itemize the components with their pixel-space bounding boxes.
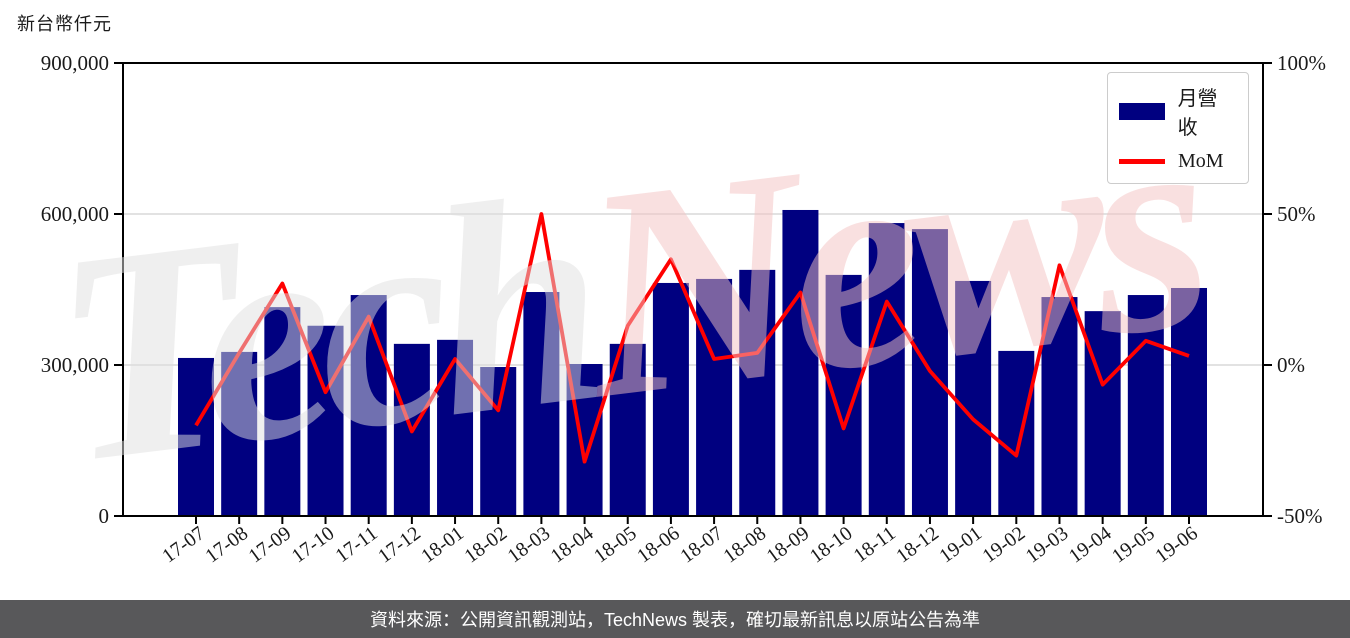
tick-label: 300,000 (41, 353, 109, 377)
x-label-19-02: 19-02 (979, 522, 1030, 567)
x-label-18-12: 18-12 (892, 522, 943, 567)
tick-label: -50% (1277, 504, 1323, 528)
x-label-18-10: 18-10 (806, 522, 857, 567)
revenue-bar-17-11 (350, 295, 387, 516)
revenue-bar-18-03 (523, 292, 560, 516)
x-label-19-03: 19-03 (1022, 522, 1073, 567)
revenue-bar-19-01 (955, 280, 992, 516)
legend-item-revenue: 月營收 (1119, 82, 1237, 140)
revenue-bar-18-08 (739, 269, 776, 516)
x-label-18-08: 18-08 (720, 522, 771, 567)
mom-line (194, 212, 1190, 464)
x-label-18-04: 18-04 (547, 522, 598, 567)
x-label-17-08: 17-08 (201, 522, 252, 567)
x-label-18-03: 18-03 (504, 522, 555, 567)
revenue-bar-17-09 (264, 307, 301, 516)
x-label-19-01: 19-01 (935, 522, 986, 567)
revenue-bar-19-05 (1127, 295, 1164, 516)
tick-label: 100% (1277, 51, 1326, 75)
x-label-17-09: 17-09 (245, 522, 296, 567)
revenue-bar-18-05 (609, 343, 646, 516)
revenue-bar-17-10 (307, 325, 344, 516)
tick-label: 50% (1277, 202, 1316, 226)
x-label-17-12: 17-12 (374, 522, 425, 567)
source-footer-text: 資料來源：公開資訊觀測站，TechNews 製表，確切最新訊息以原站公告為準 (369, 610, 981, 630)
x-label-18-07: 18-07 (676, 522, 727, 567)
x-label-19-05: 19-05 (1108, 522, 1159, 567)
revenue-bar-19-04 (1084, 311, 1121, 516)
revenue-bar-18-07 (696, 278, 733, 516)
revenue-bar-19-02 (998, 350, 1035, 516)
revenue-bar-18-02 (480, 367, 517, 516)
chart-canvas: 0 300,000 600,000 900,000 -50% 0% 50% 100% 17-07… (41, 51, 1326, 567)
legend-revenue-label: 月營收 (1177, 88, 1218, 139)
revenue-bar-swatch (1119, 102, 1165, 120)
revenue-bar-18-06 (652, 282, 689, 516)
mom-line-swatch (1119, 159, 1165, 164)
x-label-19-04: 19-04 (1065, 522, 1116, 567)
x-label-18-02: 18-02 (460, 522, 511, 567)
tick-label: 0 (99, 504, 110, 528)
x-label-17-07: 17-07 (158, 522, 209, 567)
revenue-bar-19-03 (1041, 297, 1078, 516)
revenue-bar-18-09 (782, 209, 819, 516)
plot-border (122, 62, 1264, 517)
x-label-18-06: 18-06 (633, 522, 684, 567)
tick-label: 600,000 (41, 202, 109, 226)
x-label-18-09: 18-09 (763, 522, 814, 567)
revenue-bar-19-06 (1171, 287, 1207, 516)
revenue-bar-17-08 (221, 351, 258, 516)
left-axis-title: 新台幣仟元 (17, 14, 112, 34)
chart-legend: 月營收 MoM (1107, 72, 1249, 184)
source-footer: 資料來源：公開資訊觀測站，TechNews 製表，確切最新訊息以原站公告為準 (0, 600, 1350, 638)
legend-item-mom: MoM (1119, 150, 1237, 173)
tick-label: 0% (1277, 353, 1305, 377)
x-label-18-05: 18-05 (590, 522, 641, 567)
x-label-17-10: 17-10 (288, 522, 339, 567)
revenue-bar-18-11 (868, 223, 905, 516)
revenue-bar-17-07 (178, 357, 214, 516)
x-label-19-06: 19-06 (1151, 522, 1202, 567)
x-label-17-11: 17-11 (332, 522, 382, 567)
revenue-bar-18-01 (437, 339, 474, 516)
legend-mom-label: MoM (1178, 150, 1224, 172)
x-label-18-01: 18-01 (417, 522, 468, 567)
x-label-18-11: 18-11 (850, 522, 900, 567)
tick-label: 900,000 (41, 51, 109, 75)
